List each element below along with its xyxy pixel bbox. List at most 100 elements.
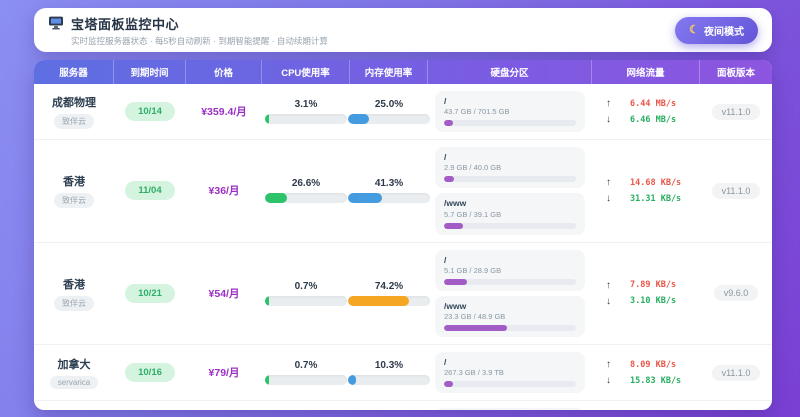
cpu-bar bbox=[265, 375, 347, 386]
disk-usage-text: 267.3 GB / 3.9 TB bbox=[444, 368, 504, 378]
disk-bar-fill bbox=[444, 120, 453, 127]
disk-path: / bbox=[444, 152, 447, 163]
memory-bar bbox=[348, 114, 430, 125]
cpu-bar-fill bbox=[265, 193, 287, 204]
disk-bar-fill bbox=[444, 278, 468, 285]
panel-version-badge: v11.1.0 bbox=[711, 182, 761, 199]
cpu-bar bbox=[265, 193, 347, 204]
upload-speed: 8.09 KB/s bbox=[630, 359, 677, 370]
memory-bar bbox=[348, 193, 430, 204]
price-cell: ¥79/月 bbox=[186, 365, 262, 380]
cpu-bar-fill bbox=[265, 375, 269, 386]
table-row[interactable]: 香港 致伴云 11/04 ¥36/月 26.6% 41.3% / 2.9 GB … bbox=[34, 140, 772, 243]
cpu-percent-label: 0.7% bbox=[294, 360, 318, 372]
upload-speed: 7.89 KB/s bbox=[630, 280, 677, 291]
disk-bar bbox=[444, 278, 576, 285]
cpu-percent-label: 0.7% bbox=[294, 280, 318, 292]
header-card: 宝塔面板监控中心 实时监控服务器状态 · 每5秒自动刷新 · 到期智能提醒 · … bbox=[34, 8, 772, 52]
disk-bar-fill bbox=[444, 176, 454, 183]
network-cell: ↑ 7.89 KB/s ↓ 3.10 KB/s bbox=[592, 280, 700, 307]
table-header-cell[interactable]: 内存使用率 bbox=[350, 60, 428, 84]
expiry-badge: 10/14 bbox=[125, 102, 175, 122]
cpu-bar-fill bbox=[265, 295, 269, 306]
table-row[interactable]: 加拿大 servarica 10/16 ¥79/月 0.7% 10.3% / 2… bbox=[34, 345, 772, 402]
memory-cell: 41.3% bbox=[348, 178, 430, 204]
table-header-cell[interactable]: 网络流量 bbox=[592, 60, 700, 84]
disk-bar-fill bbox=[444, 324, 507, 331]
expiry-cell: 10/21 bbox=[114, 283, 186, 303]
disk-list: / 2.9 GB / 40.0 GB /www 5.7 GB / 39.1 GB bbox=[435, 147, 585, 235]
table-row[interactable]: 香港 致伴云 10/21 ¥54/月 0.7% 74.2% / 5.1 GB /… bbox=[34, 243, 772, 345]
disk-bar bbox=[444, 176, 576, 183]
network-upload-line: ↑ 8.09 KB/s bbox=[606, 359, 676, 370]
table-header-cell[interactable]: 面板版本 bbox=[716, 68, 755, 79]
disk-path: /www bbox=[444, 198, 467, 209]
panel-version-badge: v11.1.0 bbox=[711, 364, 761, 381]
disk-cell: / 267.3 GB / 3.9 TB bbox=[428, 351, 592, 394]
memory-percent-label: 41.3% bbox=[374, 178, 404, 190]
cpu-bar bbox=[265, 114, 347, 125]
network-upload-line: ↑ 7.89 KB/s bbox=[606, 280, 676, 291]
version-cell: v11.1.0 bbox=[700, 364, 772, 381]
disk-bar bbox=[444, 381, 576, 388]
disk-path: / bbox=[444, 96, 447, 106]
disk-cell: / 2.9 GB / 40.0 GB /www 5.7 GB / 39.1 GB bbox=[428, 147, 592, 235]
table-body: 成都物理 致伴云 10/14 ¥359.4/月 3.1% 25.0% / 43.… bbox=[34, 84, 772, 410]
disk-partition-box: / 5.1 GB / 28.9 GB bbox=[435, 249, 585, 291]
server-cell: 加拿大 servarica bbox=[34, 356, 114, 390]
disk-partition-box: / 2.9 GB / 40.0 GB bbox=[435, 147, 585, 189]
network-download-line: ↓ 31.31 KB/s bbox=[606, 193, 681, 204]
disk-partition-box: /www 23.3 GB / 48.9 GB bbox=[435, 295, 585, 337]
page-subtitle: 实时监控服务器状态 · 每5秒自动刷新 · 到期智能提醒 · 自动续期计算 bbox=[71, 35, 328, 46]
disk-partition-box: / 267.3 GB / 3.9 TB bbox=[435, 351, 585, 394]
version-cell: v11.1.0 bbox=[700, 103, 772, 120]
disk-bar bbox=[444, 120, 576, 127]
disk-partition-box: /www 5.7 GB / 39.1 GB bbox=[435, 193, 585, 235]
download-arrow-icon: ↓ bbox=[606, 193, 611, 205]
price-value: ¥79/月 bbox=[208, 367, 240, 380]
disk-list: / 17.6 GB / 39.0 GB bbox=[435, 408, 585, 410]
disk-path: / bbox=[444, 254, 447, 265]
disk-path: /www bbox=[444, 300, 467, 311]
download-arrow-icon: ↓ bbox=[606, 375, 611, 387]
memory-bar bbox=[348, 375, 430, 386]
expiry-badge: 10/21 bbox=[125, 283, 175, 303]
memory-cell: 74.2% bbox=[348, 280, 430, 306]
upload-speed: 14.68 KB/s bbox=[630, 177, 682, 188]
table-header-cell[interactable]: CPU使用率 bbox=[262, 60, 350, 84]
disk-list: / 267.3 GB / 3.9 TB bbox=[435, 351, 585, 394]
panel-version-badge: v11.1.0 bbox=[711, 103, 761, 120]
price-value: ¥36/月 bbox=[208, 185, 240, 198]
disk-usage-text: 2.9 GB / 40.0 GB bbox=[444, 163, 502, 173]
provider-badge: 致伴云 bbox=[54, 193, 94, 209]
upload-arrow-icon: ↑ bbox=[606, 98, 611, 110]
table-header-cell[interactable]: 到期时间 bbox=[114, 60, 186, 84]
table-header-cell[interactable]: 价格 bbox=[186, 60, 262, 84]
table-row[interactable]: 浙江 阿里云 03/21 ¥99/年 2.0% 68.3% / 17.6 GB … bbox=[34, 401, 772, 410]
memory-cell: 25.0% bbox=[348, 99, 430, 125]
mem-bar-fill bbox=[348, 295, 409, 306]
server-table-card: 服务器 到期时间 价格 CPU使用率 内存使用率 硬盘分区 网络流量 面板版本 … bbox=[34, 60, 772, 410]
disk-bar bbox=[444, 222, 576, 229]
page-title: 宝塔面板监控中心 bbox=[71, 16, 180, 32]
disk-usage-text: 23.3 GB / 48.9 GB bbox=[444, 311, 506, 321]
memory-percent-label: 74.2% bbox=[374, 280, 404, 292]
download-arrow-icon: ↓ bbox=[606, 114, 611, 126]
expiry-cell: 10/14 bbox=[114, 102, 186, 122]
cpu-cell: 0.7% bbox=[262, 281, 350, 306]
night-mode-label: 夜间模式 bbox=[704, 26, 744, 38]
night-mode-button[interactable]: ☾ 夜间模式 bbox=[675, 16, 758, 44]
cpu-bar-fill bbox=[265, 114, 269, 125]
table-row[interactable]: 成都物理 致伴云 10/14 ¥359.4/月 3.1% 25.0% / 43.… bbox=[34, 84, 772, 141]
table-header-cell[interactable]: 硬盘分区 bbox=[428, 60, 592, 84]
mem-bar-fill bbox=[348, 193, 382, 204]
download-speed: 31.31 KB/s bbox=[630, 193, 682, 204]
server-name: 香港 bbox=[63, 176, 85, 189]
provider-badge: 致伴云 bbox=[54, 114, 94, 130]
disk-bar bbox=[444, 324, 576, 331]
price-value: ¥54/月 bbox=[208, 287, 240, 300]
table-header-cell[interactable]: 服务器 bbox=[34, 60, 114, 84]
cpu-percent-label: 26.6% bbox=[291, 178, 321, 190]
server-cell: 香港 致伴云 bbox=[34, 173, 114, 209]
